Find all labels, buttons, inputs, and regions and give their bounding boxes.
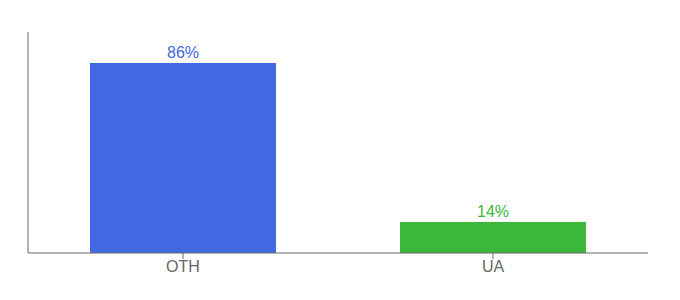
svg-text:OTH: OTH (166, 258, 200, 275)
svg-text:86%: 86% (167, 44, 199, 61)
svg-text:14%: 14% (477, 203, 509, 220)
svg-text:UA: UA (482, 258, 505, 275)
